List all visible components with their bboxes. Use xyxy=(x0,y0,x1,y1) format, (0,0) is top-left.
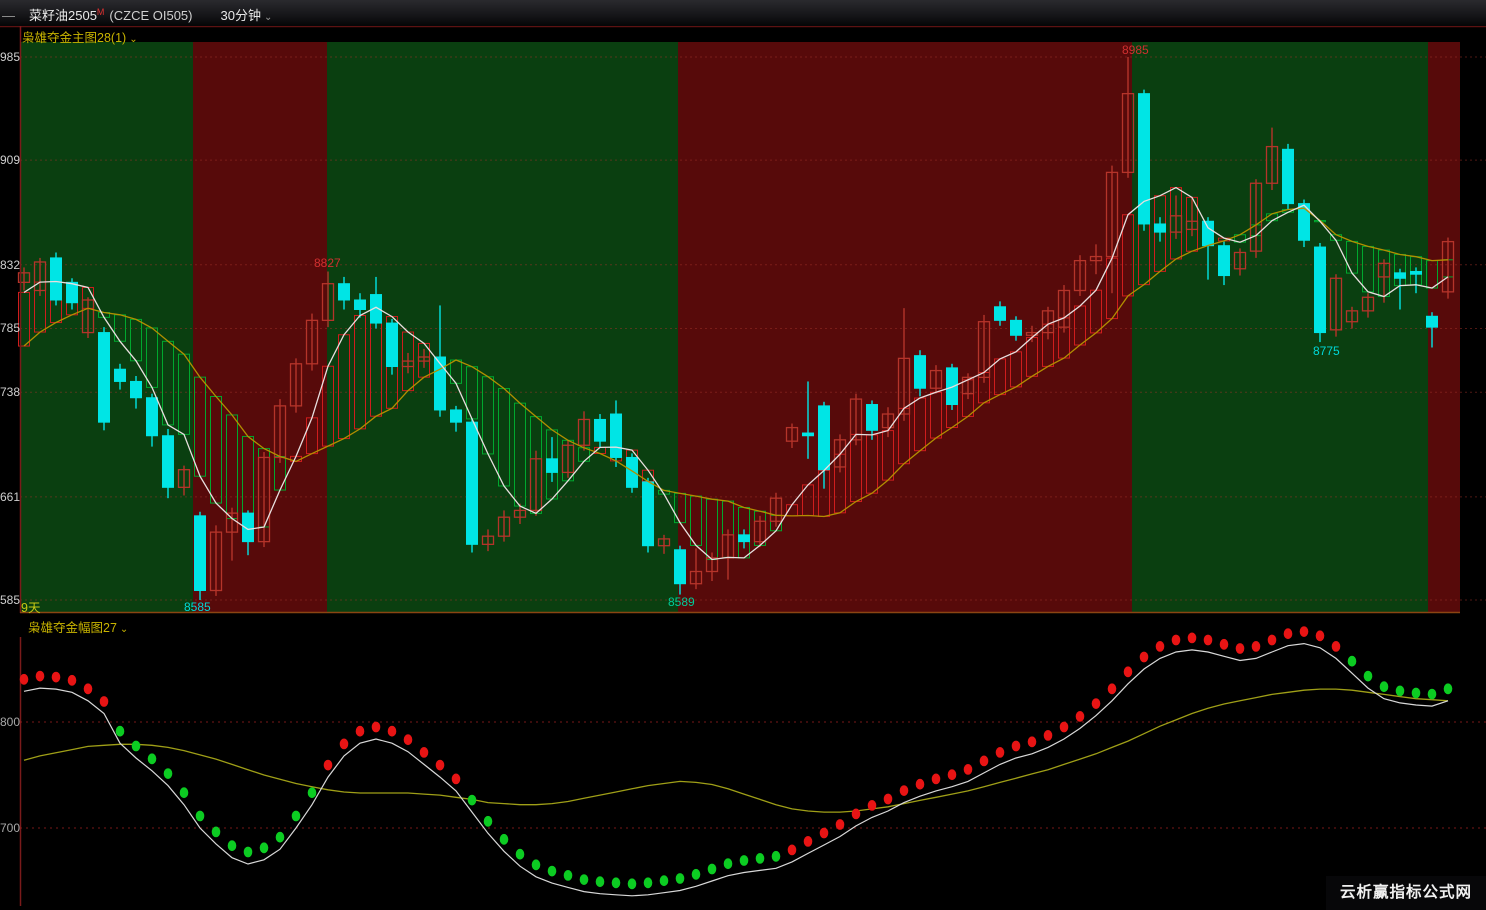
days-counter-label: 9天 xyxy=(21,601,41,615)
price-annotation-high: 8985 xyxy=(1122,43,1149,57)
chevron-down-icon[interactable]: ⌄ xyxy=(263,12,273,24)
chevron-down-icon: ⌄ xyxy=(129,34,138,45)
period-selector[interactable]: 30分钟 xyxy=(220,8,261,24)
lower-panel-gridlines xyxy=(20,721,1486,829)
title-bar: — 菜籽油2505M (CZCE OI505) 30分钟 ⌄ xyxy=(0,0,1486,26)
price-annotation-high: 8827 xyxy=(314,256,341,270)
price-annotation-low: 8589 xyxy=(668,595,695,609)
price-axis-label: 785 xyxy=(0,321,21,335)
candlestick-series xyxy=(17,57,1455,600)
price-annotation-low: 8775 xyxy=(1313,344,1340,358)
instrument-name[interactable]: 菜籽油2505 xyxy=(29,8,97,24)
collapse-dash-icon[interactable]: — xyxy=(2,8,15,24)
main-price-gridlines xyxy=(20,56,1486,601)
chart-frame-lines xyxy=(0,25,1486,906)
price-axis-label: 738 xyxy=(0,385,21,399)
price-axis-label: 985 xyxy=(0,50,21,64)
main-contract-marker: M xyxy=(96,7,105,17)
price-annotation-low: 8585 xyxy=(184,600,211,614)
main-indicator-label: 枭雄夺金主图28(1) xyxy=(22,31,127,45)
price-axis-label: 585 xyxy=(0,593,21,607)
instrument-code: (CZCE OI505) xyxy=(109,8,193,24)
moving-average-lines xyxy=(23,186,1449,561)
site-watermark: 云析赢指标公式网 xyxy=(1326,876,1486,910)
oscillator-axis-label: 700 xyxy=(0,821,21,835)
oscillator-axis-label: 800 xyxy=(0,715,21,729)
price-axis-label: 832 xyxy=(0,258,21,272)
main-indicator-dropdown[interactable]: 枭雄夺金主图28(1) ⌄ xyxy=(22,27,138,46)
lower-indicator-dots xyxy=(19,626,1453,890)
lower-indicator-dropdown[interactable]: 枭雄夺金幅图27 ⌄ xyxy=(28,617,128,636)
price-axis-label: 661 xyxy=(0,490,21,504)
price-axis-label: 909 xyxy=(0,153,21,167)
background-trend-bands xyxy=(20,42,1460,613)
lower-indicator-label: 枭雄夺金幅图27 xyxy=(28,621,117,635)
chevron-down-icon: ⌄ xyxy=(119,624,129,635)
lower-indicator-lines xyxy=(23,642,1449,897)
